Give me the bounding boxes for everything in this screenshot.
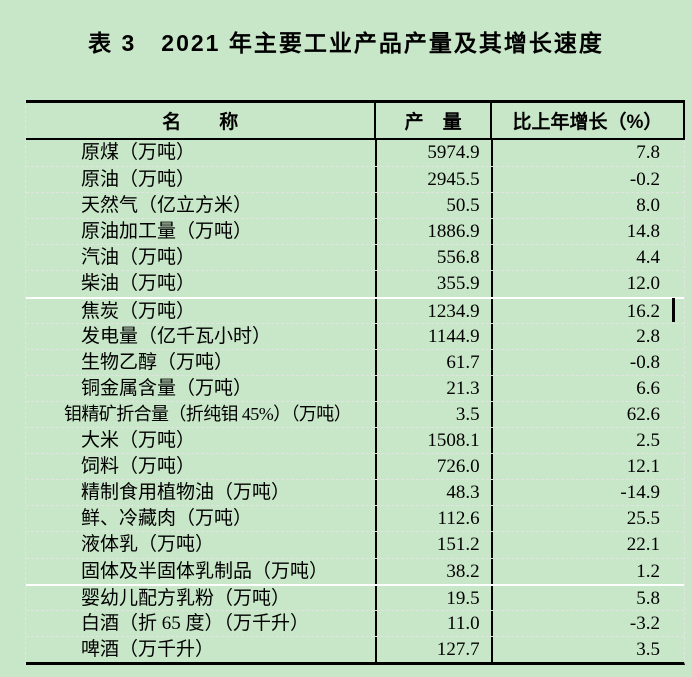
table-row[interactable]: 钼精矿折合量（折纯钼 45%）（万吨） 3.5 62.6 <box>26 400 684 428</box>
data-table[interactable]: 名 称 产 量 比上年增长（%） 原煤（万吨） 5974.9 7.8 原油（万吨… <box>25 100 685 665</box>
output-value-cell[interactable]: 61.7 <box>377 349 493 375</box>
product-name-cell[interactable]: 焦炭（万吨） <box>26 298 377 323</box>
growth-value-cell[interactable]: 5.8 <box>636 587 660 609</box>
table-row[interactable]: 原油加工量（万吨） 1886.9 14.8 <box>26 218 684 245</box>
output-value-cell[interactable]: 38.2 <box>377 558 493 584</box>
output-value-cell[interactable]: 5974.9 <box>377 140 493 167</box>
growth-value-cell[interactable]: -0.8 <box>629 351 660 373</box>
output-value-cell[interactable]: 1886.9 <box>377 219 493 245</box>
product-name-cell[interactable]: 柴油（万吨） <box>26 271 377 297</box>
table-row[interactable]: 精制食用植物油（万吨） 48.3 -14.9 <box>26 479 684 506</box>
growth-value-cell[interactable]: 4.4 <box>636 247 660 269</box>
output-value-cell[interactable]: 11.0 <box>377 610 493 636</box>
text-cursor <box>672 298 675 322</box>
output-value-cell[interactable]: 556.8 <box>377 245 493 271</box>
table-row[interactable]: 天然气（亿立方米） 50.5 8.0 <box>26 192 684 219</box>
table-row[interactable]: 汽油（万吨） 556.8 4.4 <box>26 244 684 271</box>
product-name-cell[interactable]: 原油加工量（万吨） <box>26 219 377 245</box>
table-row[interactable]: 饲料（万吨） 726.0 12.1 <box>26 453 684 480</box>
output-value-cell[interactable]: 2945.5 <box>377 167 493 193</box>
table-row[interactable]: 鲜、冷藏肉（万吨） 112.6 25.5 <box>26 505 684 532</box>
table-row[interactable]: 原煤（万吨） 5974.9 7.8 <box>26 140 684 167</box>
header-cell-growth[interactable]: 比上年增长（%） <box>512 112 663 133</box>
product-name-cell[interactable]: 发电量（亿千瓦小时） <box>26 323 377 349</box>
table-row[interactable]: 液体乳（万吨） 151.2 22.1 <box>26 531 684 558</box>
table-row[interactable]: 发电量（亿千瓦小时） 1144.9 2.8 <box>26 322 684 349</box>
product-name-cell[interactable]: 铜金属含量（万吨） <box>26 375 377 401</box>
product-name-cell[interactable]: 原油（万吨） <box>26 167 377 193</box>
output-value-cell[interactable]: 19.5 <box>377 585 493 610</box>
output-value-cell[interactable]: 48.3 <box>377 480 493 506</box>
output-value-cell[interactable]: 726.0 <box>377 454 493 480</box>
output-value-cell[interactable]: 355.9 <box>377 271 493 297</box>
product-name-cell[interactable]: 大米（万吨） <box>26 428 377 454</box>
output-value-cell[interactable]: 3.5 <box>377 401 493 428</box>
growth-value-cell[interactable]: 16.2 <box>626 300 660 322</box>
header-cell-output[interactable]: 产 量 <box>376 103 492 138</box>
product-name-cell[interactable]: 天然气（亿立方米） <box>26 193 377 219</box>
output-value-cell[interactable]: 21.3 <box>377 375 493 401</box>
product-name-cell[interactable]: 汽油（万吨） <box>26 245 377 271</box>
product-name-cell[interactable]: 原煤（万吨） <box>26 140 377 167</box>
table-row[interactable]: 白酒（折 65 度）（万千升） 11.0 -3.2 <box>26 609 684 636</box>
table-body[interactable]: 原煤（万吨） 5974.9 7.8 原油（万吨） 2945.5 -0.2 天然气… <box>26 140 685 665</box>
growth-value-cell[interactable]: 62.6 <box>626 403 660 425</box>
output-value-cell[interactable]: 1144.9 <box>377 323 493 349</box>
table-row[interactable]: 啤酒（万千升） 127.7 3.5 <box>26 635 684 662</box>
growth-value-cell[interactable]: 25.5 <box>626 508 660 530</box>
product-name-cell[interactable]: 钼精矿折合量（折纯钼 45%）（万吨） <box>26 401 377 428</box>
product-name-cell[interactable]: 啤酒（万千升） <box>26 636 377 662</box>
growth-value-cell[interactable]: -0.2 <box>629 169 660 191</box>
growth-value-cell[interactable]: 22.1 <box>626 534 660 556</box>
product-name-cell[interactable]: 饲料（万吨） <box>26 454 377 480</box>
output-value-cell[interactable]: 127.7 <box>377 636 493 662</box>
product-name-cell[interactable]: 固体及半固体乳制品（万吨） <box>26 558 377 584</box>
table-title[interactable]: 表 3 2021 年主要工业产品产量及其增长速度 <box>88 30 604 56</box>
output-value-cell[interactable]: 1234.9 <box>377 298 493 323</box>
table-row[interactable]: 焦炭（万吨） 1234.9 16.2 <box>26 296 684 323</box>
growth-value-cell[interactable]: 8.0 <box>636 195 660 217</box>
table-row[interactable]: 大米（万吨） 1508.1 2.5 <box>26 427 684 454</box>
growth-value-cell[interactable]: 2.8 <box>636 325 660 347</box>
header-cell-name[interactable]: 名 称 <box>26 103 377 138</box>
output-value-cell[interactable]: 151.2 <box>377 532 493 558</box>
growth-value-cell[interactable]: -14.9 <box>620 482 660 504</box>
table-row[interactable]: 柴油（万吨） 355.9 12.0 <box>26 270 684 297</box>
growth-value-cell[interactable]: 12.0 <box>626 273 660 295</box>
table-row[interactable]: 婴幼儿配方乳粉（万吨） 19.5 5.8 <box>26 583 684 610</box>
growth-value-cell[interactable]: 14.8 <box>626 221 660 243</box>
growth-value-cell[interactable]: 12.1 <box>626 456 660 478</box>
product-name-cell[interactable]: 精制食用植物油（万吨） <box>26 480 377 506</box>
product-name-cell[interactable]: 生物乙醇（万吨） <box>26 349 377 375</box>
growth-value-cell[interactable]: 2.5 <box>636 430 660 452</box>
table-row[interactable]: 铜金属含量（万吨） 21.3 6.6 <box>26 374 684 401</box>
table-row[interactable]: 原油（万吨） 2945.5 -0.2 <box>26 166 684 193</box>
growth-value-cell[interactable]: 3.5 <box>636 638 660 660</box>
growth-value-cell[interactable]: 6.6 <box>636 377 660 399</box>
product-name-cell[interactable]: 液体乳（万吨） <box>26 532 377 558</box>
growth-value-cell[interactable]: -3.2 <box>629 612 660 634</box>
header-row: 名 称 产 量 比上年增长（%） <box>26 100 685 140</box>
product-name-cell[interactable]: 白酒（折 65 度）（万千升） <box>26 610 377 636</box>
output-value-cell[interactable]: 112.6 <box>377 506 493 532</box>
growth-value-cell[interactable]: 1.2 <box>636 560 660 582</box>
table-row[interactable]: 生物乙醇（万吨） 61.7 -0.8 <box>26 348 684 375</box>
product-name-cell[interactable]: 婴幼儿配方乳粉（万吨） <box>26 585 377 610</box>
output-value-cell[interactable]: 50.5 <box>377 193 493 219</box>
growth-value-cell[interactable]: 7.8 <box>636 142 660 163</box>
output-value-cell[interactable]: 1508.1 <box>377 428 493 454</box>
product-name-cell[interactable]: 鲜、冷藏肉（万吨） <box>26 506 377 532</box>
table-row[interactable]: 固体及半固体乳制品（万吨） 38.2 1.2 <box>26 557 684 584</box>
